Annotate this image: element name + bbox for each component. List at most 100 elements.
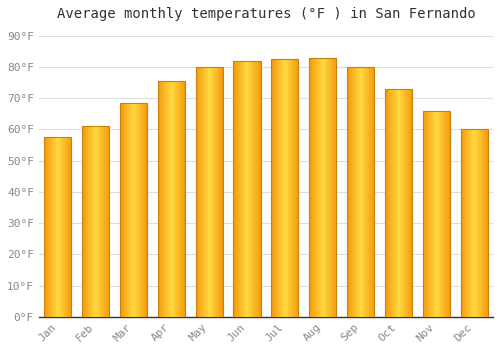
Bar: [167, 81, 168, 317]
Bar: [328, 57, 329, 317]
Bar: [170, 81, 172, 317]
Bar: [461, 130, 462, 317]
Bar: [120, 103, 147, 317]
Bar: [401, 89, 402, 317]
Bar: [322, 57, 324, 317]
Bar: [208, 67, 209, 317]
Bar: [244, 61, 245, 317]
Bar: [331, 57, 332, 317]
Bar: [196, 67, 197, 317]
Bar: [59, 137, 60, 317]
Bar: [385, 89, 386, 317]
Bar: [86, 126, 88, 317]
Bar: [354, 67, 355, 317]
Bar: [140, 103, 141, 317]
Bar: [481, 130, 482, 317]
Bar: [404, 89, 405, 317]
Bar: [320, 57, 322, 317]
Bar: [290, 59, 291, 317]
Bar: [130, 103, 132, 317]
Bar: [159, 81, 160, 317]
Bar: [315, 57, 316, 317]
Bar: [163, 81, 164, 317]
Bar: [274, 59, 276, 317]
Bar: [58, 137, 59, 317]
Bar: [162, 81, 163, 317]
Bar: [283, 59, 284, 317]
Bar: [133, 103, 134, 317]
Bar: [180, 81, 181, 317]
Bar: [400, 89, 401, 317]
Bar: [204, 67, 205, 317]
Bar: [137, 103, 138, 317]
Bar: [145, 103, 146, 317]
Bar: [460, 130, 461, 317]
Bar: [104, 126, 105, 317]
Bar: [49, 137, 50, 317]
Bar: [330, 57, 331, 317]
Bar: [250, 61, 251, 317]
Bar: [102, 126, 103, 317]
Bar: [387, 89, 388, 317]
Bar: [408, 89, 410, 317]
Bar: [122, 103, 123, 317]
Bar: [211, 67, 212, 317]
Bar: [84, 126, 86, 317]
Bar: [132, 103, 133, 317]
Bar: [477, 130, 478, 317]
Bar: [448, 111, 449, 317]
Bar: [287, 59, 288, 317]
Bar: [135, 103, 136, 317]
Bar: [449, 111, 450, 317]
Bar: [213, 67, 214, 317]
Bar: [209, 67, 210, 317]
Bar: [352, 67, 353, 317]
Bar: [472, 130, 473, 317]
Bar: [318, 57, 320, 317]
Bar: [63, 137, 64, 317]
Bar: [82, 126, 84, 317]
Bar: [174, 81, 176, 317]
Bar: [358, 67, 359, 317]
Bar: [64, 137, 65, 317]
Bar: [166, 81, 167, 317]
Bar: [347, 67, 348, 317]
Bar: [312, 57, 313, 317]
Bar: [92, 126, 93, 317]
Bar: [292, 59, 293, 317]
Bar: [364, 67, 366, 317]
Bar: [462, 130, 463, 317]
Bar: [357, 67, 358, 317]
Bar: [293, 59, 294, 317]
Bar: [429, 111, 430, 317]
Bar: [243, 61, 244, 317]
Bar: [56, 137, 57, 317]
Bar: [257, 61, 258, 317]
Bar: [242, 61, 243, 317]
Bar: [48, 137, 49, 317]
Bar: [90, 126, 91, 317]
Bar: [93, 126, 94, 317]
Bar: [207, 67, 208, 317]
Bar: [483, 130, 484, 317]
Bar: [248, 61, 249, 317]
Bar: [484, 130, 485, 317]
Bar: [324, 57, 325, 317]
Bar: [439, 111, 440, 317]
Bar: [46, 137, 47, 317]
Bar: [105, 126, 106, 317]
Bar: [201, 67, 202, 317]
Bar: [95, 126, 96, 317]
Bar: [183, 81, 184, 317]
Bar: [70, 137, 72, 317]
Bar: [464, 130, 466, 317]
Bar: [316, 57, 318, 317]
Bar: [288, 59, 289, 317]
Bar: [349, 67, 350, 317]
Bar: [355, 67, 356, 317]
Bar: [103, 126, 104, 317]
Bar: [482, 130, 483, 317]
Bar: [172, 81, 174, 317]
Bar: [334, 57, 335, 317]
Bar: [220, 67, 222, 317]
